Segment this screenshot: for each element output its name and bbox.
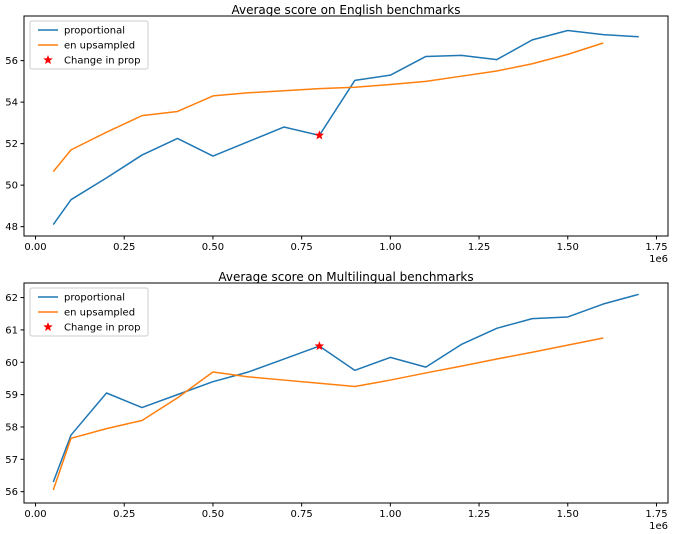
- x-axis-offset-label: 1e6: [649, 521, 668, 532]
- x-tick-label: 0.25: [113, 242, 135, 253]
- x-tick-label: 0.50: [202, 509, 224, 520]
- x-tick-label: 0.00: [24, 242, 46, 253]
- x-tick-label: 1.75: [645, 509, 667, 520]
- x-tick-label: 0.75: [291, 509, 313, 520]
- line-en-upsampled: [52, 337, 604, 491]
- line-proportional: [52, 293, 639, 483]
- y-axis-ticks: 56 57 58 59 60 61 62: [5, 293, 24, 498]
- y-tick-label: 61: [5, 325, 18, 336]
- legend-box: [29, 20, 149, 70]
- x-axis-offset-label: 1e6: [649, 254, 668, 265]
- y-tick-label: 48: [5, 222, 18, 233]
- y-tick-label: 59: [5, 390, 18, 401]
- legend-entry-label: en upsampled: [64, 308, 135, 319]
- x-tick-label: 1.00: [379, 242, 401, 253]
- y-tick-label: 50: [5, 181, 18, 192]
- legend-star-sample: [43, 322, 53, 332]
- y-tick-label: 62: [5, 293, 18, 304]
- legend: proportional en upsampled Change in prop: [29, 287, 149, 337]
- x-tick-label: 1.50: [557, 509, 579, 520]
- legend-box: [29, 287, 149, 337]
- line-en-upsampled: [52, 42, 604, 173]
- x-tick-label: 0.50: [202, 242, 224, 253]
- x-tick-label: 0.00: [24, 509, 46, 520]
- y-tick-label: 54: [5, 98, 18, 109]
- y-tick-label: 56: [5, 487, 18, 498]
- legend: proportional en upsampled Change in prop: [29, 20, 149, 70]
- x-tick-label: 1.25: [468, 509, 490, 520]
- english-benchmarks-chart: Average score on English benchmarks 0.00…: [5, 3, 669, 265]
- axes-box: [23, 282, 669, 504]
- x-tick-label: 1.50: [557, 242, 579, 253]
- x-tick-label: 1.75: [645, 242, 667, 253]
- y-tick-label: 60: [5, 358, 18, 369]
- english-chart-title: Average score on English benchmarks: [231, 3, 461, 17]
- y-tick-label: 58: [5, 422, 18, 433]
- legend-entry-label: Change in prop: [64, 323, 140, 334]
- legend-entry-label: proportional: [64, 293, 125, 304]
- axes-box: [23, 15, 669, 237]
- multilingual-chart-title: Average score on Multilingual benchmarks: [218, 270, 474, 284]
- y-tick-label: 52: [5, 139, 18, 150]
- multilingual-chart-canvas: 0.00 0.25 0.50 0.75 1.00 1.25 1.50 1.751e656575…: [5, 282, 669, 532]
- x-tick-label: 0.75: [291, 242, 313, 253]
- change-in-prop-star-marker: [314, 341, 325, 351]
- legend-entry-label: Change in prop: [64, 56, 140, 67]
- line-proportional: [52, 29, 639, 226]
- series-lines: [52, 29, 639, 226]
- x-tick-label: 1.00: [379, 509, 401, 520]
- legend-entry-label: proportional: [64, 26, 125, 37]
- x-tick-label: 1.25: [468, 242, 490, 253]
- x-tick-label: 0.25: [113, 509, 135, 520]
- y-tick-label: 57: [5, 455, 18, 466]
- legend-star-sample: [43, 55, 53, 65]
- series-lines: [52, 293, 639, 491]
- legend-entry-label: en upsampled: [64, 41, 135, 52]
- multilingual-benchmarks-chart: Average score on Multilingual benchmarks…: [0, 267, 674, 534]
- change-in-prop-star-marker: [314, 130, 325, 140]
- y-tick-label: 56: [5, 56, 18, 67]
- y-axis-ticks: 48 50 52 54 56: [5, 56, 24, 233]
